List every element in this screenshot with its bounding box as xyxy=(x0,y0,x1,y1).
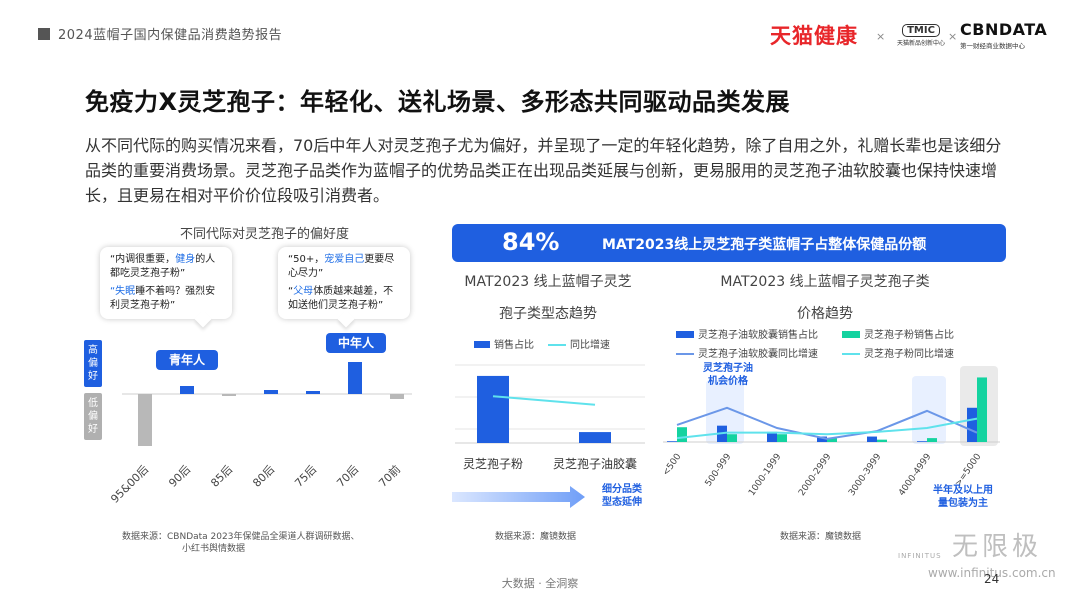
tmic-logo-badge: TMIC xyxy=(902,24,940,37)
young-label: 青年人 xyxy=(156,350,218,370)
legend-capsule-growth: 灵芝孢子油软胶囊同比增速 xyxy=(676,345,818,360)
form-chart-title: MAT2023 线上蓝帽子灵芝 孢子类型态趋势 xyxy=(464,274,632,322)
left-source: 数据来源：CBNData 2023年保健品全渠道人群调研数据、 小红书舆情数据 xyxy=(122,532,360,554)
yoy-growth-line xyxy=(492,395,596,406)
report-title: 2024蓝帽子国内保健品消费趋势报告 xyxy=(58,28,283,43)
bar-95&00后 xyxy=(138,394,152,446)
capsule-share-bar xyxy=(667,441,677,442)
bar-灵芝孢子油胶囊 xyxy=(579,432,611,443)
right-source: 数据来源：魔镜数据 xyxy=(780,532,862,542)
powder-share-bar xyxy=(827,438,837,442)
middle-source: 数据来源：魔镜数据 xyxy=(495,532,577,542)
slide-title: 免疫力X灵芝孢子：年轻化、送礼场景、多形态共同驱动品类发展 xyxy=(85,88,791,116)
capsule-share-bar xyxy=(867,436,877,442)
footer-tagline: 大数据 · 全洞察 xyxy=(501,577,579,590)
legend-powder-growth: 灵芝孢子粉同比增速 xyxy=(842,345,954,360)
watermark-text: 无限极 xyxy=(952,532,1043,562)
logo-separator: × xyxy=(876,30,886,43)
kpi-value: 84% xyxy=(502,228,560,256)
powder-share-bar xyxy=(977,377,987,442)
bar-70后 xyxy=(348,362,362,394)
bar-75后 xyxy=(306,391,320,394)
logo-separator: × xyxy=(948,30,958,43)
high-preference-tag: 高偏好 xyxy=(84,340,102,387)
price-tick-label: 3000-3999 xyxy=(847,452,883,498)
young-quote-2: “失眠睡不着吗？强烈安利灵芝孢子粉” xyxy=(110,286,216,311)
kpi-text: MAT2023线上灵芝孢子类蓝帽子占整体保健品份额 xyxy=(602,237,927,253)
category-label: 灵芝孢子油胶囊 xyxy=(553,456,637,471)
generation-chart-title: 不同代际对灵芝孢子的偏好度 xyxy=(180,227,350,242)
legend-capsule-share: 灵芝孢子油软胶囊销售占比 xyxy=(676,326,818,341)
extension-arrow xyxy=(452,486,585,508)
price-tick-label: 2000-2999 xyxy=(797,452,833,498)
young-quote-1: “内调很重要，健身的人都吃灵芝孢子粉” xyxy=(110,254,216,279)
middle-quote-1: “50+，宠爱自己更要尽心尽力” xyxy=(288,254,395,279)
watermark-url: www.infinitus.com.cn xyxy=(928,566,1056,580)
highlight-4000-4999 xyxy=(912,376,946,444)
capsule-share-bar xyxy=(817,436,827,442)
package-size-note: 半年及以上用 量包装为主 xyxy=(933,485,993,509)
powder-share-bar xyxy=(927,438,937,442)
bar-80后 xyxy=(264,390,278,394)
tmall-health-logo: 天猫健康 xyxy=(770,24,858,48)
category-extension-note: 细分品类 型态延伸 xyxy=(602,484,642,508)
middle-aged-quote-bubble: “50+，宠爱自己更要尽心尽力” “父母体质越来越差，不如送他们灵芝孢子粉” xyxy=(278,247,410,328)
capsule-growth-line xyxy=(676,406,978,440)
highlight-500-999 xyxy=(706,380,744,444)
low-preference-tag: 低偏好 xyxy=(84,393,102,440)
young-quote-bubble: “内调很重要，健身的人都吃灵芝孢子粉” “失眠睡不着吗？强烈安利灵芝孢子粉” xyxy=(100,247,232,328)
legend-yoy-growth: 同比增速 xyxy=(548,336,610,351)
tmic-logo-sub: 天猫新品创新中心 xyxy=(896,40,945,47)
watermark-en: INFINITUS xyxy=(898,552,942,560)
legend-powder-share: 灵芝孢子粉销售占比 xyxy=(842,326,954,341)
legend-sales-share: 销售占比 xyxy=(474,336,534,351)
summary-paragraph: 从不同代际的购买情况来看，70后中年人对灵芝孢子尤为偏好，并呈现了一定的年轻化趋… xyxy=(85,136,1002,205)
price-tick-label: 1000-1999 xyxy=(747,452,783,498)
page-number: 24 xyxy=(984,572,1000,586)
price-tick-label: <500 xyxy=(661,452,684,478)
capsule-share-bar xyxy=(917,441,927,442)
powder-share-bar xyxy=(727,434,737,442)
cbndata-logo-sub: 第一财经商业数据中心 xyxy=(960,42,1025,50)
capsule-share-bar xyxy=(767,431,777,442)
bar-灵芝孢子粉 xyxy=(477,375,509,443)
category-label: 灵芝孢子粉 xyxy=(463,456,523,471)
cbndata-logo: CBNDATA xyxy=(960,20,1048,39)
header-marker xyxy=(38,28,50,40)
bar-85后 xyxy=(222,394,236,396)
powder-share-bar xyxy=(877,439,887,442)
bar-70前 xyxy=(390,394,404,399)
powder-growth-line xyxy=(676,417,978,440)
price-chart-title: MAT2023 线上蓝帽子灵芝孢子类 价格趋势 xyxy=(720,274,930,322)
price-tick-label: 500-999 xyxy=(704,452,734,489)
tmic-logo: TMIC 天猫新品创新中心 xyxy=(895,18,947,48)
bar-90后 xyxy=(180,386,194,394)
middle-quote-2: “父母体质越来越差，不如送他们灵芝孢子粉” xyxy=(288,286,394,311)
kpi-banner: 84% MAT2023线上灵芝孢子类蓝帽子占整体保健品份额 xyxy=(452,224,1006,262)
capsule-share-bar xyxy=(967,407,977,442)
powder-share-bar xyxy=(677,427,687,442)
opportunity-price-note: 灵芝孢子油 机会价格 xyxy=(703,363,753,387)
middle-aged-label: 中年人 xyxy=(326,333,386,353)
powder-share-bar xyxy=(777,434,787,442)
